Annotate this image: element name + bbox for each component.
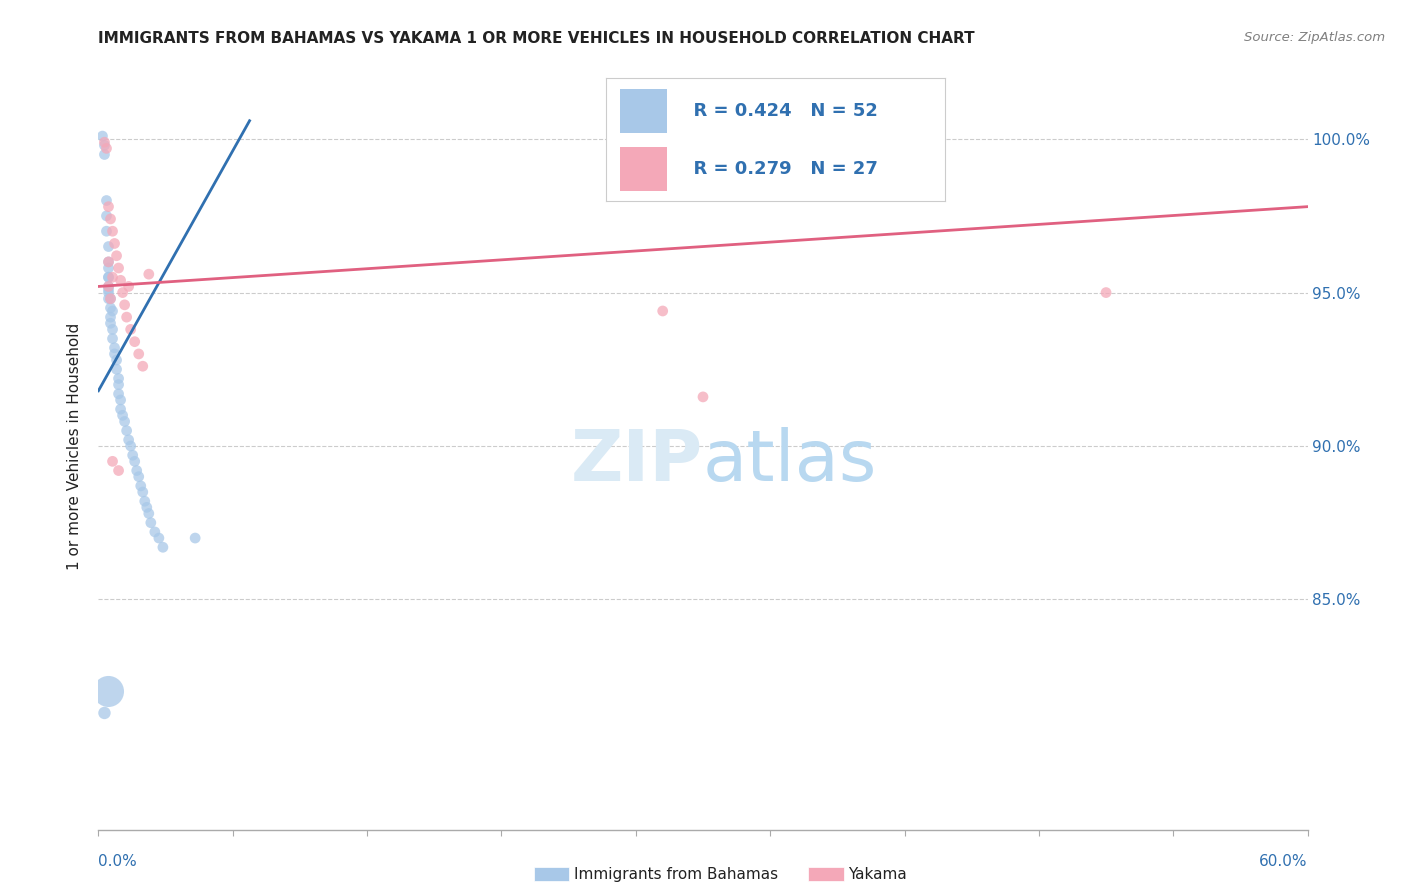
Point xyxy=(97,239,120,253)
Point xyxy=(128,469,150,483)
Point xyxy=(124,334,146,349)
Text: IMMIGRANTS FROM BAHAMAS VS YAKAMA 1 OR MORE VEHICLES IN HOUSEHOLD CORRELATION CH: IMMIGRANTS FROM BAHAMAS VS YAKAMA 1 OR M… xyxy=(98,31,974,46)
Point xyxy=(132,359,155,374)
Point xyxy=(100,292,122,306)
Point xyxy=(96,224,118,238)
Point xyxy=(101,454,124,468)
Point xyxy=(91,129,114,144)
Point xyxy=(118,433,141,447)
Point xyxy=(97,270,120,285)
Point xyxy=(97,255,120,269)
Point xyxy=(105,353,128,368)
Point xyxy=(114,298,136,312)
Point xyxy=(135,500,157,515)
Point xyxy=(97,283,120,297)
Point xyxy=(97,292,120,306)
Point xyxy=(125,464,148,478)
Point xyxy=(97,279,120,293)
Point xyxy=(100,310,122,325)
Point xyxy=(139,516,162,530)
Point xyxy=(103,347,125,361)
Point xyxy=(105,362,128,376)
Point xyxy=(96,194,118,208)
Point xyxy=(93,147,115,161)
Point xyxy=(97,255,120,269)
Point xyxy=(93,135,115,149)
Point xyxy=(97,260,120,275)
Point xyxy=(128,347,150,361)
Point xyxy=(148,531,170,545)
Point xyxy=(101,304,124,318)
Point xyxy=(96,141,118,155)
Point xyxy=(100,316,122,330)
Point xyxy=(103,236,125,251)
Point xyxy=(100,301,122,315)
Text: ZIP: ZIP xyxy=(571,427,703,496)
Point xyxy=(101,322,124,336)
Text: atlas: atlas xyxy=(703,427,877,496)
Y-axis label: 1 or more Vehicles in Household: 1 or more Vehicles in Household xyxy=(67,322,83,570)
Point xyxy=(110,273,132,287)
Point xyxy=(651,304,673,318)
Point xyxy=(110,392,132,407)
Point xyxy=(101,332,124,346)
Text: 60.0%: 60.0% xyxy=(1260,855,1308,869)
Point xyxy=(101,270,124,285)
Point xyxy=(100,292,122,306)
Point xyxy=(103,341,125,355)
Point xyxy=(97,684,120,698)
Point xyxy=(97,270,120,285)
Point xyxy=(97,285,120,300)
Point xyxy=(107,377,129,392)
Point xyxy=(107,371,129,385)
Point xyxy=(184,531,207,545)
Point xyxy=(124,454,146,468)
Text: Immigrants from Bahamas: Immigrants from Bahamas xyxy=(574,867,778,881)
Point xyxy=(1095,285,1118,300)
Point xyxy=(129,479,152,493)
Text: Yakama: Yakama xyxy=(848,867,907,881)
Point xyxy=(143,524,166,539)
Point xyxy=(121,448,143,462)
Point xyxy=(107,260,129,275)
Point xyxy=(111,409,134,423)
Point xyxy=(152,541,174,555)
Point xyxy=(107,387,129,401)
Point xyxy=(93,138,115,153)
Point xyxy=(96,209,118,223)
Point xyxy=(111,285,134,300)
Point xyxy=(132,485,155,500)
Point xyxy=(134,494,156,508)
Point xyxy=(118,279,141,293)
Text: 0.0%: 0.0% xyxy=(98,855,138,869)
Point xyxy=(114,414,136,428)
Point xyxy=(105,249,128,263)
Point xyxy=(115,424,138,438)
Point xyxy=(120,322,142,336)
Point xyxy=(97,200,120,214)
Point xyxy=(115,310,138,325)
Point xyxy=(138,267,160,281)
Point xyxy=(107,464,129,478)
Point xyxy=(692,390,714,404)
Point xyxy=(93,706,115,720)
Point xyxy=(101,224,124,238)
Point xyxy=(138,507,160,521)
Point xyxy=(100,211,122,226)
Point xyxy=(97,279,120,293)
Point xyxy=(120,439,142,453)
Text: Source: ZipAtlas.com: Source: ZipAtlas.com xyxy=(1244,31,1385,45)
Point xyxy=(110,402,132,417)
